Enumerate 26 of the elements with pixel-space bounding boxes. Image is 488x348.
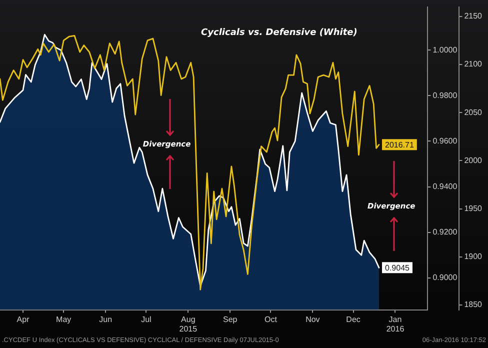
y-tick-label: 1.0000: [432, 45, 458, 54]
x-tick-label: Jun: [99, 314, 112, 324]
x-tick-label: Nov: [306, 314, 320, 324]
data-label: 0.9045: [385, 263, 410, 272]
y2-tick-label: 2000: [464, 156, 483, 165]
y2-tick-label: 2150: [464, 12, 483, 21]
x-tick-label: Dec: [346, 314, 360, 324]
y-tick-label: 0.9800: [432, 90, 458, 100]
text: Cyclicals vs. Defensive (White): [201, 28, 358, 38]
x-tick-label: Apr: [16, 314, 30, 324]
x-tick-label: Jul: [141, 314, 152, 324]
x-tick-label: Aug 2015: [179, 314, 198, 334]
data-label: 2016.71: [385, 140, 414, 150]
y-tick-label: 0.9400: [432, 182, 458, 191]
y-tick-label: 0.9000: [432, 273, 458, 282]
y2-tick-label: 2050: [464, 108, 483, 117]
x-tick-label: Jan 2016: [386, 314, 405, 334]
y2-tick-label: 1900: [464, 252, 483, 262]
x-tick-label: Sep: [222, 314, 238, 324]
y2-tick-label: 1950: [464, 204, 483, 214]
y2-tick-label: 1850: [464, 300, 483, 310]
x-tick-label: Oct: [264, 314, 278, 324]
y-tick-label: 0.9600: [432, 136, 458, 146]
y2-tick-label: 2100: [464, 60, 483, 69]
x-tick-label: May: [56, 314, 72, 324]
y-tick-label: 0.9200: [432, 228, 458, 237]
